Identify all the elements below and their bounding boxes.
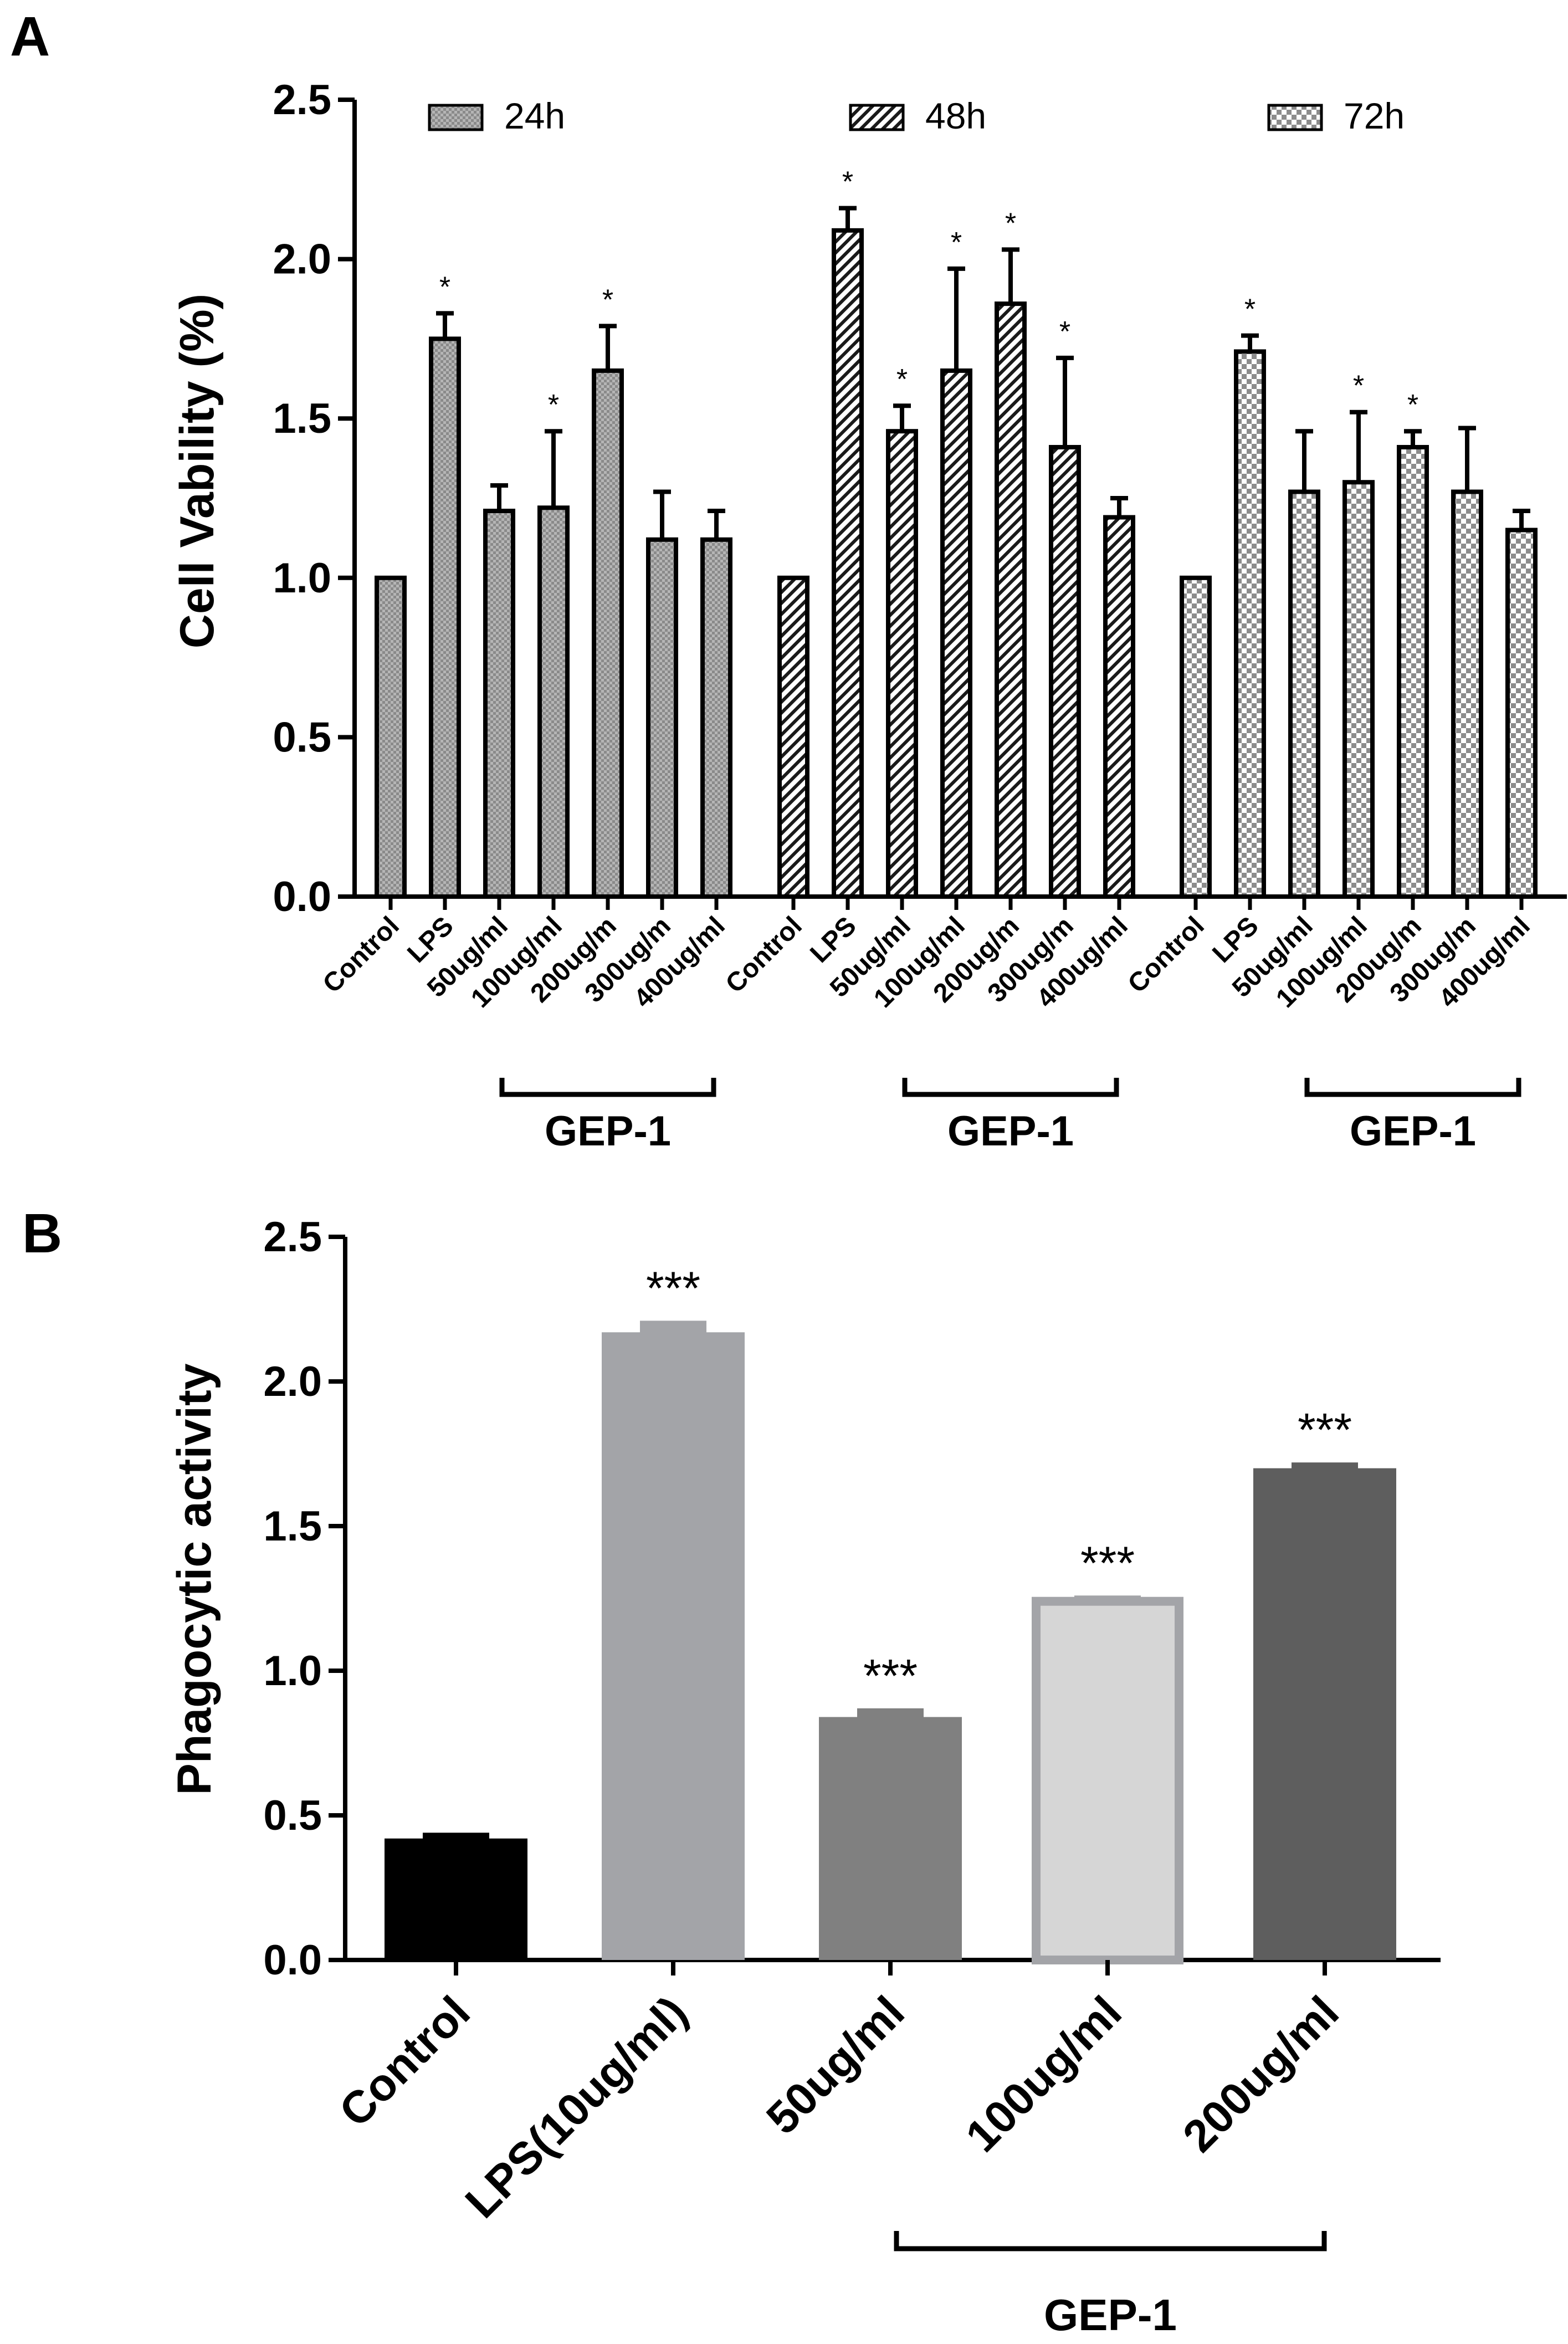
panel-b-error-bar <box>1074 1595 1141 1603</box>
panel-a-bar <box>483 509 515 899</box>
panel-a-significance: * <box>1353 370 1364 402</box>
panel-a-gep1-bracket <box>499 1078 716 1097</box>
panel-b-significance: *** <box>1080 1537 1135 1589</box>
panel-a-bar <box>1397 444 1429 899</box>
panel-a-y-tick-label: 1.5 <box>273 395 331 442</box>
panel-a-bar <box>1288 489 1320 899</box>
panel-a-legend-label: 48h <box>925 95 986 136</box>
panel-b-bar <box>602 1332 745 1960</box>
panel-a-y-axis-title: Cell Vability (%) <box>171 294 224 648</box>
panel-a-significance: * <box>548 389 559 421</box>
panel-b-y-axis-title: Phagocytic activity <box>168 1363 221 1795</box>
panel-a-gep1-bracket <box>1304 1078 1521 1097</box>
panel-a-y-tick-label: 2.5 <box>273 76 331 124</box>
panel-a-bar <box>1103 515 1135 899</box>
panel-a-y-tick-label: 0.0 <box>273 873 331 920</box>
panel-a-significance: * <box>842 166 853 198</box>
panel-a-bar <box>1180 575 1212 899</box>
panel-a-bar <box>777 575 809 899</box>
panel-b-chart: 0.0 0.5 1.0 1.5 2.0 2.5 Control *** LPS(10ug/ml)… <box>263 1214 1441 2340</box>
panel-a-legend-swatch <box>1267 104 1323 131</box>
panel-a-legend-label: 72h <box>1344 95 1405 136</box>
panel-b-significance: *** <box>646 1262 700 1314</box>
panel-b-error-bar <box>423 1833 489 1840</box>
panel-b-y-tick-label: 1.0 <box>263 1647 322 1695</box>
panel-b-y-tick-label: 0.0 <box>263 1937 322 1984</box>
panel-a-category-label: Control <box>1123 911 1210 999</box>
panel-a-bar <box>700 537 732 899</box>
panel-a-category-label: Control <box>720 911 808 999</box>
panel-b-gep1-label: GEP-1 <box>1044 2290 1177 2340</box>
panel-b-gep1-bracket <box>894 2231 1327 2251</box>
panel-b-y-tick-label: 1.5 <box>263 1503 322 1550</box>
panel-a-bar <box>832 228 864 899</box>
panel-a-y-tick-label: 0.5 <box>273 714 331 761</box>
panel-b-category-label: LPS(10ug/ml) <box>456 1987 697 2228</box>
panel-a-bar <box>375 575 407 899</box>
panel-a-significance: * <box>951 227 962 259</box>
panel-a-bar <box>592 368 624 899</box>
panel-b-category-label: Control <box>330 1987 479 2136</box>
panel-a-bar <box>940 368 972 899</box>
panel-a-legend-swatch <box>428 104 484 131</box>
panel-b-y-tick-label: 0.5 <box>263 1792 322 1839</box>
panel-a-bar <box>646 537 678 899</box>
panel-b-y-tick-label: 2.5 <box>263 1214 322 1261</box>
panel-a-y-tick-label: 1.0 <box>273 555 331 602</box>
panel-b-significance: *** <box>863 1650 918 1702</box>
panel-a-significance: * <box>602 284 613 316</box>
panel-a-gep1-label: GEP-1 <box>1350 1108 1476 1155</box>
panel-a-significance: * <box>1059 316 1070 348</box>
panel-a-significance: * <box>439 271 450 303</box>
panel-a-bar <box>1049 444 1081 899</box>
panel-b-label: B <box>22 1202 62 1265</box>
panel-a-category-label: Control <box>317 911 405 999</box>
panel-a-bar <box>1234 349 1266 899</box>
panel-a-y-tick-label: 2.0 <box>273 236 331 283</box>
panel-a-bar <box>1342 480 1375 899</box>
panel-a-bar <box>995 301 1027 899</box>
panel-b-category-label: 50ug/ml <box>757 1987 914 2143</box>
panel-a-bar <box>1505 528 1538 899</box>
panel-a-gep1-label: GEP-1 <box>947 1108 1074 1155</box>
panel-a-gep1-bracket <box>902 1078 1119 1097</box>
panel-b-error-bar <box>857 1708 924 1718</box>
panel-a-legend-label: 24h <box>504 95 565 136</box>
panel-a-significance: * <box>1407 389 1418 421</box>
panel-a-significance: * <box>1005 207 1016 239</box>
panel-a-legend-swatch <box>849 104 905 131</box>
panel-b-bar <box>385 1838 527 1960</box>
panel-b-bar <box>1032 1596 1183 1964</box>
panel-b-category-label: 200ug/ml <box>1174 1987 1349 2162</box>
panel-a-gep1-label: GEP-1 <box>545 1108 671 1155</box>
panel-a-bar <box>886 429 918 899</box>
panel-a-bar <box>429 336 461 899</box>
panel-a-bar <box>1451 489 1483 899</box>
panel-b-bar <box>1253 1468 1396 1960</box>
panel-b-category-label: 100ug/ml <box>956 1987 1131 2162</box>
panel-a-bar <box>537 505 570 899</box>
panel-b-error-bar <box>640 1321 706 1334</box>
panel-b-significance: *** <box>1298 1404 1352 1456</box>
panel-b-y-tick-label: 2.0 <box>263 1358 322 1405</box>
panel-a-significance: * <box>1244 294 1256 326</box>
panel-b-error-bar <box>1292 1462 1358 1470</box>
panel-b-bar <box>819 1717 962 1960</box>
panel-a-label: A <box>10 6 50 68</box>
panel-a-chart: 0.00.51.01.52.02.5 24h 48h 72hControl*LPS50… <box>273 76 1567 1155</box>
panel-a-significance: * <box>896 364 908 396</box>
